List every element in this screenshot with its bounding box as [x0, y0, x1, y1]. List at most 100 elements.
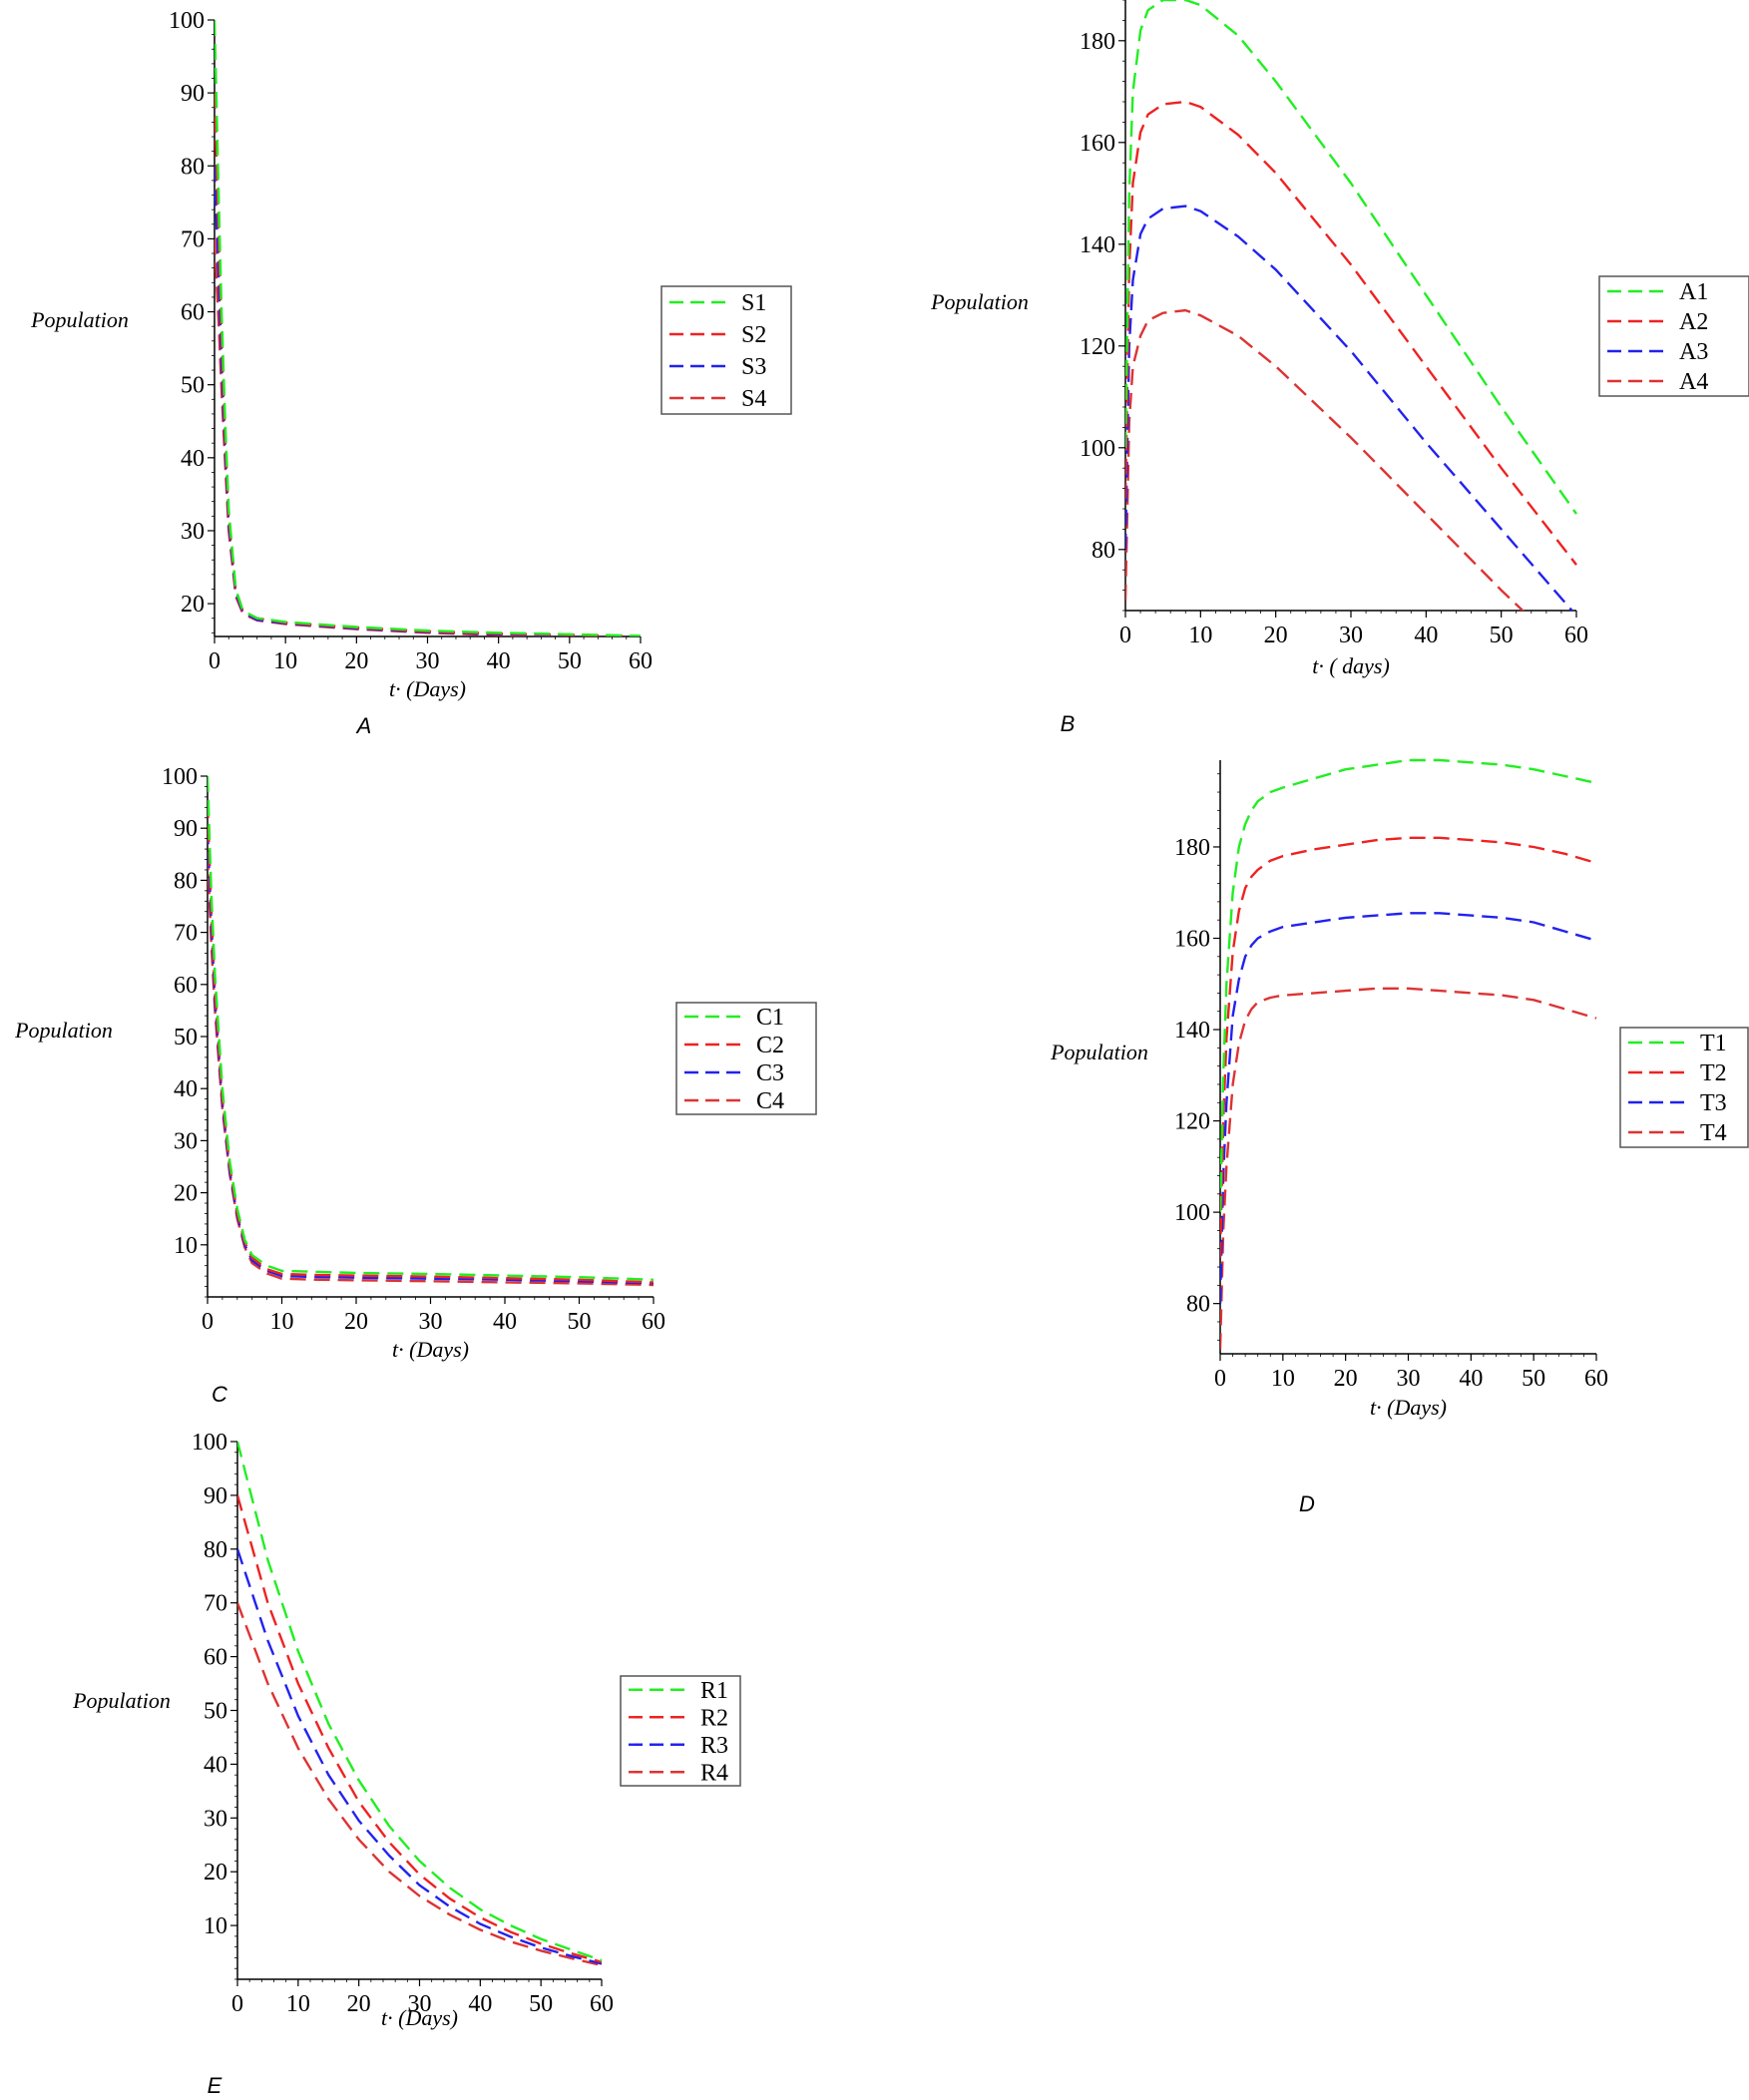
y-tick-label: 90 — [181, 81, 205, 107]
legend-label-r2: R2 — [700, 1705, 728, 1731]
series-line-r3 — [237, 1548, 603, 1965]
x-tick-label: 30 — [419, 1309, 443, 1335]
y-tick-label: 100 — [162, 764, 198, 790]
series-line-s4 — [215, 238, 642, 636]
y-tick-label: 70 — [181, 226, 205, 252]
y-tick-label: 80 — [204, 1537, 227, 1563]
panel-a: 20 30 40 50 60 70 80 90 100 0 10 20 30 40 50 60 t· (Days… — [30, 8, 792, 738]
series-line-r1 — [237, 1441, 603, 1962]
series-line-c2 — [208, 802, 655, 1284]
legend-label-a3: A3 — [1679, 339, 1708, 365]
legend: T1 T2 T3 T4 — [1619, 1027, 1749, 1148]
y-tick-label: 60 — [204, 1645, 227, 1671]
y-tick-label: 180 — [1080, 29, 1115, 55]
y-tick-label: 100 — [169, 8, 205, 34]
legend-label-c3: C3 — [756, 1060, 784, 1086]
x-tick-label: 40 — [493, 1309, 517, 1335]
series-line-s3 — [215, 166, 642, 636]
x-tick-label: 0 — [202, 1309, 214, 1335]
x-tick-label: 60 — [590, 1991, 614, 2017]
y-tick-label: 120 — [1174, 1109, 1210, 1135]
x-tick-label: 50 — [558, 648, 582, 674]
x-axis-title: t· (Days) — [381, 2005, 458, 2030]
x-tick-label: 30 — [416, 648, 440, 674]
series-line-t4 — [1220, 987, 1597, 1350]
y-tick-label: 10 — [174, 1233, 198, 1259]
y-tick-label: 60 — [174, 973, 198, 999]
y-tick-label: 30 — [181, 519, 205, 545]
legend-label-r3: R3 — [700, 1733, 728, 1759]
panel-label: D — [1299, 1491, 1315, 1516]
series-line-t3 — [1220, 912, 1597, 1304]
x-tick-label: 10 — [1188, 623, 1212, 648]
x-tick-label: 20 — [344, 1309, 368, 1335]
panel-d: 80 100 120 140 160 180 0 10 20 30 40 50 60 t· (Days) P… — [1050, 758, 1749, 1516]
legend-label-t1: T1 — [1700, 1031, 1727, 1056]
legend: S1 S2 S3 S4 — [660, 285, 792, 415]
legend-box — [620, 1675, 741, 1787]
x-tick-label: 50 — [568, 1309, 592, 1335]
series-line-s2 — [215, 93, 642, 636]
series-line-a1 — [1125, 0, 1577, 515]
legend-label-s3: S3 — [741, 354, 766, 380]
legend-label-a1: A1 — [1679, 279, 1708, 305]
panel-c: 10 20 30 40 50 60 70 80 90 100 0 10 20 30 40 50 60 t· (Da… — [14, 764, 817, 1407]
legend-label-c1: C1 — [756, 1005, 784, 1031]
legend-box — [675, 1002, 817, 1115]
y-tick-label: 100 — [1080, 436, 1115, 462]
x-tick-label: 30 — [1339, 623, 1363, 648]
x-tick-label: 0 — [1214, 1366, 1226, 1392]
y-tick-label: 140 — [1174, 1018, 1210, 1044]
legend: A1 A2 A3 A4 — [1598, 275, 1749, 397]
x-axis-title: t· (Days) — [392, 1337, 469, 1362]
y-tick-label: 50 — [204, 1699, 227, 1725]
y-axis-title: Population — [72, 1688, 171, 1713]
y-tick-label: 20 — [204, 1860, 227, 1886]
panel-label: B — [1061, 711, 1076, 736]
legend-label-t3: T3 — [1700, 1090, 1727, 1116]
x-tick-label: 50 — [1522, 1366, 1545, 1392]
y-tick-label: 80 — [174, 868, 198, 894]
legend-box — [1598, 275, 1749, 397]
legend-label-s4: S4 — [741, 386, 766, 412]
panel-b: 80 100 120 140 160 180 0 10 20 30 40 50 60 t· ( days)… — [930, 0, 1749, 736]
y-tick-label: 40 — [204, 1752, 227, 1778]
y-tick-label: 30 — [174, 1128, 198, 1154]
x-tick-label: 20 — [344, 648, 368, 674]
x-tick-label: 0 — [209, 648, 220, 674]
x-tick-label: 30 — [408, 1991, 432, 2017]
legend-label-r4: R4 — [700, 1760, 728, 1786]
legend-label-c2: C2 — [756, 1033, 784, 1058]
y-tick-label: 20 — [174, 1181, 198, 1207]
legend-label-s2: S2 — [741, 322, 766, 348]
x-tick-label: 30 — [1397, 1366, 1421, 1392]
series-line-c3 — [208, 828, 655, 1285]
x-tick-label: 40 — [1459, 1366, 1483, 1392]
legend-label-t2: T2 — [1700, 1060, 1727, 1086]
series-line-s1 — [215, 19, 642, 636]
panel-label: A — [355, 713, 372, 738]
x-tick-label: 0 — [1119, 623, 1131, 648]
y-tick-label: 160 — [1080, 131, 1115, 157]
panel-label: C — [212, 1382, 227, 1407]
y-tick-label: 90 — [204, 1483, 227, 1509]
y-tick-label: 40 — [174, 1076, 198, 1102]
y-tick-label: 70 — [204, 1591, 227, 1617]
legend-label-c4: C4 — [756, 1088, 784, 1114]
legend-label-t4: T4 — [1700, 1120, 1727, 1146]
y-tick-label: 80 — [181, 154, 205, 180]
series-line-a2 — [1125, 100, 1577, 566]
x-tick-label: 60 — [629, 648, 653, 674]
x-tick-label: 40 — [1414, 623, 1438, 648]
x-tick-label: 40 — [468, 1991, 492, 2017]
panel-label: E — [208, 2073, 222, 2098]
series-line-c1 — [208, 775, 655, 1281]
series-line-t1 — [1220, 758, 1597, 1213]
y-tick-label: 50 — [174, 1025, 198, 1050]
y-tick-label: 100 — [1174, 1200, 1210, 1226]
legend-box — [660, 285, 792, 415]
x-tick-label: 60 — [1564, 623, 1588, 648]
